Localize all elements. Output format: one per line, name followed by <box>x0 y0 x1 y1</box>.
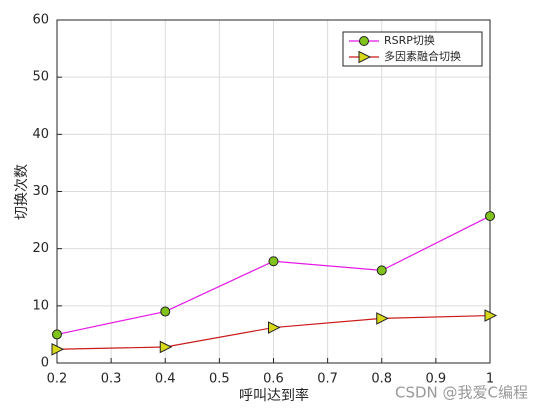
x-tick-label: 0.5 <box>209 372 230 387</box>
plot-frame <box>56 19 491 364</box>
x-tick-label: 0.4 <box>155 372 176 387</box>
legend-marker <box>359 36 369 46</box>
x-tick-label: 1 <box>486 372 494 387</box>
marker <box>159 340 173 354</box>
y-tick-label: 40 <box>32 127 49 142</box>
y-tick-label: 0 <box>41 356 49 371</box>
y-tick-label: 20 <box>32 241 49 256</box>
marker <box>376 312 389 325</box>
marker <box>268 321 281 334</box>
y-tick-label: 30 <box>32 184 49 199</box>
y-axis-label: 切换次数 <box>13 164 30 220</box>
y-tick-label: 60 <box>32 13 49 28</box>
marker <box>376 265 387 276</box>
x-tick-label: 0.2 <box>47 372 68 387</box>
x-tick-label: 0.7 <box>317 372 338 387</box>
legend-label: 多因素融合切换 <box>384 49 461 63</box>
marker <box>52 329 62 340</box>
x-tick-label: 0.3 <box>101 372 122 387</box>
watermark: CSDN @我爱C编程 <box>395 384 528 402</box>
x-tick-label: 0.6 <box>263 372 284 387</box>
x-tick-label: 0.9 <box>426 372 447 387</box>
marker <box>160 306 171 317</box>
marker <box>484 309 498 322</box>
marker <box>51 342 65 356</box>
marker <box>268 256 279 267</box>
marker <box>485 211 495 222</box>
x-axis-label: 呼叫达到率 <box>239 387 309 404</box>
legend-marker <box>358 50 372 64</box>
y-tick-label: 10 <box>32 298 49 313</box>
y-tick-label: 50 <box>32 70 49 85</box>
x-tick-label: 0.8 <box>371 372 392 387</box>
legend-label: RSRP切换 <box>384 33 435 47</box>
